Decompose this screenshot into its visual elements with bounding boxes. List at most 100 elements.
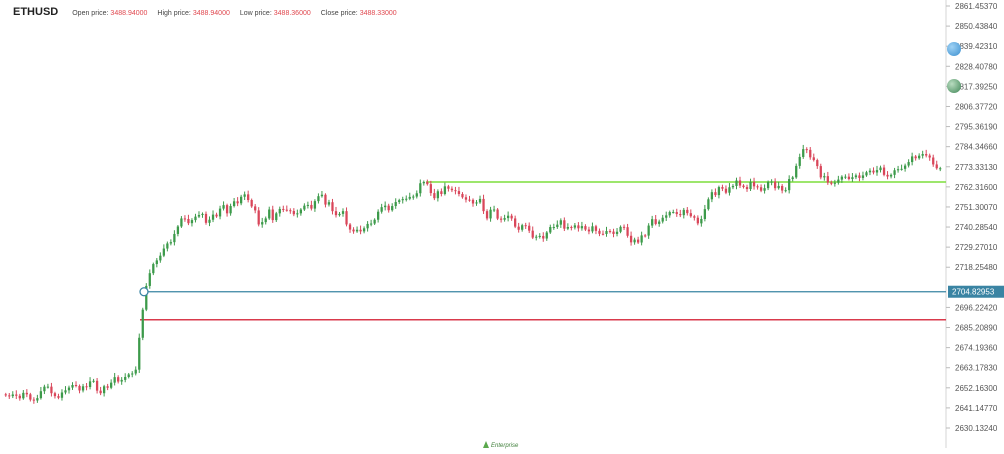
candle-body [731, 185, 735, 188]
candle-body [317, 196, 320, 202]
candle-body [398, 200, 401, 203]
candle-body [654, 219, 657, 224]
candle-body [524, 225, 527, 227]
candle-body [661, 217, 664, 222]
candle-body [110, 382, 113, 388]
candle-body [124, 376, 127, 380]
y-tick-label: 2839.42310 [955, 42, 998, 51]
candle-body [450, 188, 454, 191]
candle-body [225, 205, 229, 214]
logo-text: Enterprise [491, 443, 519, 449]
candle-body [391, 206, 394, 211]
close-price: Close price: 3488.33000 [321, 10, 397, 17]
candle-body [608, 231, 612, 233]
open-price-label: Open price: [72, 10, 109, 17]
candle-body [306, 204, 310, 206]
candle-body [781, 185, 784, 191]
candle-body [29, 394, 32, 400]
candle-body [580, 226, 584, 229]
candle-body [278, 208, 281, 214]
candle-body [675, 212, 678, 215]
candle-body [405, 198, 408, 200]
candle-body [218, 208, 222, 217]
candle-body [39, 391, 43, 399]
candle-body [759, 187, 763, 191]
candle-body [436, 191, 440, 199]
candle-body [566, 227, 569, 229]
candle-body [738, 180, 742, 186]
candle-body [939, 168, 942, 170]
candle-body [222, 205, 225, 209]
y-tick-label: 2685.20890 [955, 324, 998, 333]
candle-body [651, 219, 654, 226]
candle-body [784, 190, 787, 192]
watermark-logo: Enterprise [482, 436, 524, 449]
candle-body [394, 202, 397, 207]
candle-body [819, 166, 822, 178]
candle-body [837, 179, 840, 183]
candle-body [802, 149, 805, 157]
high-price-label: High price: [157, 10, 191, 17]
candle-body [626, 227, 629, 236]
candle-body [131, 373, 134, 375]
candle-body [935, 164, 938, 169]
candle-body [903, 165, 907, 169]
candle-body [556, 224, 559, 228]
candle-body [812, 157, 815, 161]
candle-body [57, 396, 60, 398]
candle-body [345, 211, 348, 225]
candle-body [141, 309, 144, 338]
candle-body [299, 209, 302, 214]
candle-body [145, 285, 148, 310]
candle-body [457, 191, 461, 195]
y-tick-label: 2718.25480 [955, 263, 998, 272]
candle-body [194, 216, 197, 221]
low-price-value: 3488.36000 [273, 10, 311, 17]
candle-body [528, 225, 531, 231]
y-tick-label: 2795.36190 [955, 123, 998, 132]
candle-body [422, 181, 425, 184]
candle-body [447, 186, 450, 189]
candle-body [535, 236, 538, 238]
candle-body [355, 229, 359, 232]
candle-body [563, 220, 566, 229]
candle-body [303, 205, 306, 210]
candle-body [833, 182, 836, 184]
candle-body [503, 218, 506, 220]
candle-body [71, 385, 74, 388]
candle-body [180, 218, 183, 227]
candle-body [809, 149, 812, 158]
candle-body [373, 219, 376, 224]
candle-body [749, 181, 752, 190]
candle-body [243, 194, 246, 197]
candle-body [721, 187, 724, 189]
blue-float-button[interactable] [947, 42, 961, 56]
candle-body [327, 202, 331, 205]
candle-body [830, 182, 833, 184]
y-tick-label: 2806.37720 [955, 102, 998, 111]
candle-body [805, 149, 808, 151]
candle-body [162, 248, 165, 256]
candle-body [682, 209, 685, 216]
candle-body [183, 218, 187, 220]
y-tick-label: 2641.14770 [955, 404, 998, 413]
candle-body [229, 206, 232, 214]
candle-body [594, 226, 598, 231]
candle-body [419, 183, 422, 194]
candle-body [15, 394, 18, 396]
candle-body [324, 194, 327, 205]
candle-body [36, 398, 39, 401]
candle-body [113, 377, 116, 383]
green-float-button[interactable] [947, 79, 961, 93]
candle-body [236, 201, 239, 204]
open-price: Open price: 3488.94000 [72, 10, 147, 17]
candle-body [85, 386, 88, 388]
candle-body [598, 230, 601, 234]
candle-body [816, 160, 819, 167]
candle-body [81, 386, 85, 391]
y-tick-label: 2652.16300 [955, 384, 998, 393]
candle-body [204, 213, 208, 223]
candle-body [74, 385, 78, 387]
